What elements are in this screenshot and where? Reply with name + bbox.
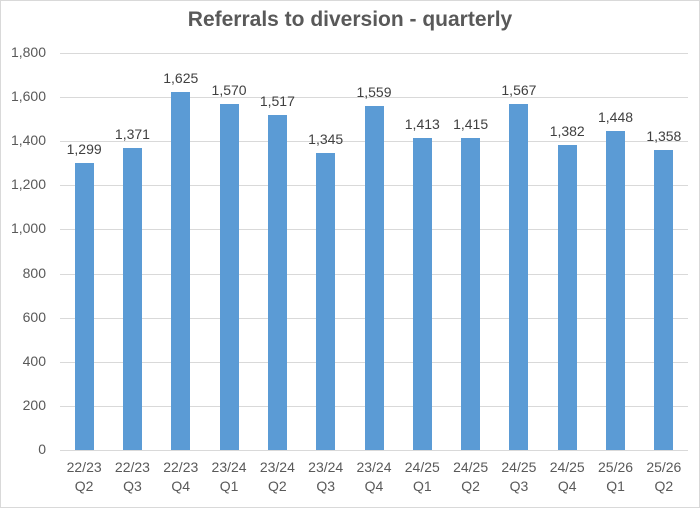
data-label: 1,371 bbox=[114, 125, 150, 142]
x-tick-quarter: Q4 bbox=[171, 478, 191, 494]
data-label: 1,517 bbox=[259, 93, 295, 110]
x-tick-year: 25/26 bbox=[598, 459, 634, 475]
x-tick-label: 24/25 Q2 bbox=[441, 458, 501, 496]
y-tick-label: 400 bbox=[22, 352, 46, 369]
x-tick-year: 22/23 bbox=[163, 459, 199, 475]
y-tick-label: 600 bbox=[22, 308, 46, 325]
bar bbox=[122, 147, 142, 450]
bar bbox=[171, 91, 191, 450]
bar bbox=[364, 106, 384, 450]
bar bbox=[219, 103, 239, 450]
x-tick-year: 24/25 bbox=[549, 459, 585, 475]
data-label: 1,415 bbox=[453, 115, 489, 132]
plot-area: 1,299 1,371 1,625 1,570 1,517 1,345 1,559 1,413… bbox=[60, 53, 688, 451]
data-label: 1,299 bbox=[66, 141, 102, 158]
bar bbox=[74, 163, 94, 450]
bar bbox=[606, 130, 626, 450]
x-tick-year: 23/24 bbox=[211, 459, 247, 475]
x-tick-year: 24/25 bbox=[501, 459, 537, 475]
x-tick-quarter: Q4 bbox=[557, 478, 577, 494]
x-tick-quarter: Q2 bbox=[268, 478, 287, 494]
x-tick-year: 23/24 bbox=[308, 459, 344, 475]
chart-title: Referrals to diversion - quarterly bbox=[187, 8, 513, 31]
x-tick-year: 24/25 bbox=[453, 459, 489, 475]
x-tick-year: 22/23 bbox=[66, 459, 102, 475]
x-tick-label: 23/24 Q2 bbox=[247, 458, 307, 496]
x-tick-label: 24/25 Q3 bbox=[489, 458, 549, 496]
y-tick-label: 1,000 bbox=[10, 220, 46, 237]
data-label: 1,382 bbox=[549, 123, 585, 140]
x-tick-quarter: Q3 bbox=[123, 478, 142, 494]
x-tick-quarter: Q1 bbox=[412, 478, 432, 494]
x-tick-label: 25/26 Q2 bbox=[634, 458, 694, 496]
x-tick-label: 24/25 Q4 bbox=[537, 458, 597, 496]
bar bbox=[654, 150, 674, 450]
x-tick-label: 23/24 Q3 bbox=[296, 458, 356, 496]
x-tick-quarter: Q1 bbox=[219, 478, 239, 494]
data-label: 1,358 bbox=[646, 128, 682, 145]
x-tick-quarter: Q2 bbox=[654, 478, 674, 494]
x-tick-label: 22/23 Q2 bbox=[54, 458, 114, 496]
data-label: 1,413 bbox=[404, 116, 440, 133]
data-label: 1,448 bbox=[598, 108, 634, 125]
y-tick-label: 1,800 bbox=[10, 44, 46, 60]
gridline bbox=[60, 97, 688, 99]
bar bbox=[412, 138, 432, 450]
x-tick-quarter: Q1 bbox=[606, 478, 625, 494]
data-label: 1,567 bbox=[501, 82, 537, 99]
y-tick-label: 800 bbox=[22, 264, 46, 281]
x-tick-quarter: Q3 bbox=[509, 478, 529, 494]
x-tick-quarter: Q4 bbox=[364, 478, 384, 494]
y-tick-label: 1,200 bbox=[10, 176, 46, 193]
y-tick-label: 0 bbox=[38, 441, 46, 457]
x-tick-year: 22/23 bbox=[114, 459, 150, 475]
x-tick-label: 23/24 Q1 bbox=[199, 458, 259, 496]
x-tick-label: 25/26 Q1 bbox=[586, 458, 646, 496]
x-tick-label: 24/25 Q1 bbox=[392, 458, 452, 496]
y-tick-label: 1,600 bbox=[10, 88, 46, 105]
x-tick-label: 23/24 Q4 bbox=[344, 458, 404, 496]
gridline bbox=[60, 53, 688, 54]
y-tick-label: 200 bbox=[22, 396, 46, 413]
bar bbox=[316, 153, 336, 450]
x-tick-quarter: Q2 bbox=[461, 478, 480, 494]
bar bbox=[509, 104, 529, 450]
bar bbox=[267, 115, 287, 450]
x-tick-year: 23/24 bbox=[259, 459, 295, 475]
bar bbox=[461, 137, 481, 450]
x-tick-year: 24/25 bbox=[404, 459, 440, 475]
x-tick-quarter: Q2 bbox=[74, 478, 94, 494]
x-tick-label: 22/23 Q4 bbox=[151, 458, 211, 496]
x-tick-label: 22/23 Q3 bbox=[102, 458, 162, 496]
x-tick-year: 23/24 bbox=[356, 459, 392, 475]
bar bbox=[557, 145, 577, 450]
y-tick-label: 1,400 bbox=[10, 132, 46, 149]
data-label: 1,625 bbox=[163, 69, 199, 86]
data-label: 1,345 bbox=[308, 131, 344, 148]
x-tick-quarter: Q3 bbox=[316, 478, 336, 494]
gridline bbox=[60, 450, 688, 451]
data-label: 1,559 bbox=[356, 84, 392, 101]
x-tick-year: 25/26 bbox=[646, 459, 682, 475]
data-label: 1,570 bbox=[211, 81, 247, 98]
